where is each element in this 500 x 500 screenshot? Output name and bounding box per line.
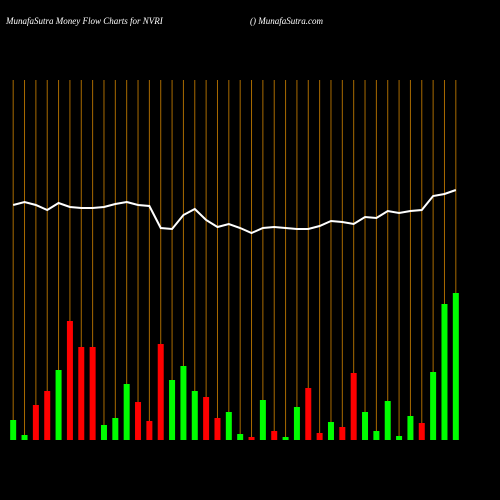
bar <box>191 391 198 440</box>
bar <box>157 344 164 440</box>
bar <box>248 437 255 440</box>
bar <box>10 420 17 440</box>
bar <box>305 388 312 440</box>
bar <box>452 293 459 440</box>
bar <box>55 370 62 440</box>
bar <box>441 304 448 440</box>
bar <box>135 402 142 440</box>
bar <box>339 427 346 440</box>
bar <box>89 347 96 440</box>
bar <box>384 401 391 440</box>
bar <box>327 422 334 440</box>
bar <box>123 384 130 440</box>
bar <box>21 435 28 440</box>
bar <box>32 405 39 440</box>
bar <box>203 397 210 440</box>
bar <box>362 412 369 440</box>
bar <box>407 416 414 440</box>
bar <box>78 347 85 440</box>
bar <box>112 418 119 440</box>
bar <box>293 407 300 440</box>
bar <box>430 372 437 440</box>
bar <box>225 412 232 440</box>
bar <box>66 321 73 440</box>
bar <box>350 373 357 440</box>
bar <box>259 400 266 440</box>
bar <box>237 434 244 440</box>
bar <box>214 418 221 440</box>
chart-subtitle: () MunafaSutra.com <box>250 16 323 26</box>
bar <box>282 437 289 440</box>
bar <box>418 423 425 440</box>
bar <box>373 431 380 440</box>
chart-title: MunafaSutra Money Flow Charts for NVRI <box>5 16 164 26</box>
bar <box>316 433 323 440</box>
bar <box>44 391 51 440</box>
bar <box>180 366 187 440</box>
bar <box>100 425 107 440</box>
bar <box>146 421 153 440</box>
bar <box>396 436 403 440</box>
bar <box>169 380 176 440</box>
bar <box>271 431 278 440</box>
line <box>12 189 457 235</box>
